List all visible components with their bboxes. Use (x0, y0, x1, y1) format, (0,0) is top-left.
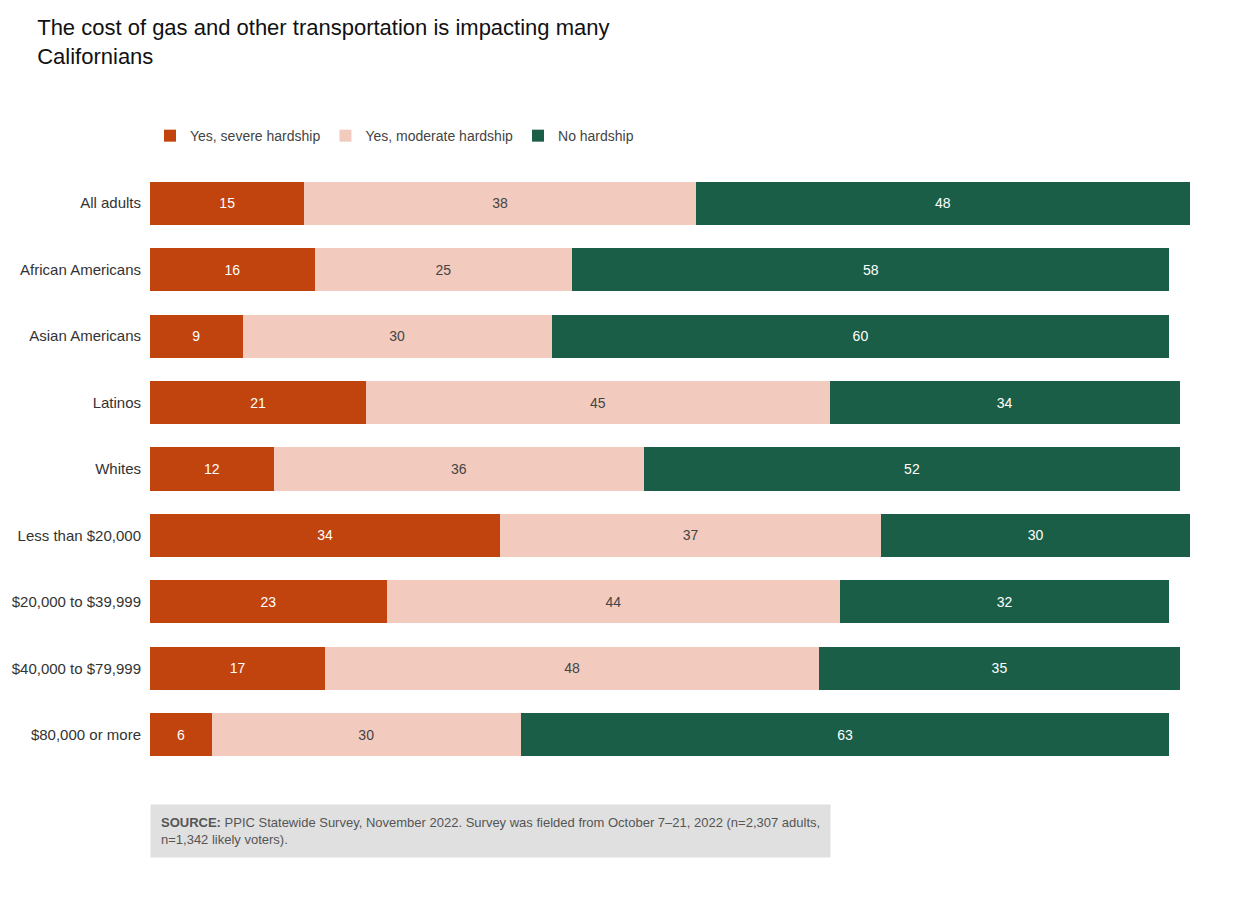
svg-text:38: 38 (492, 195, 508, 211)
svg-text:21: 21 (250, 395, 266, 411)
svg-text:All adults: All adults (80, 194, 141, 211)
svg-text:44: 44 (605, 594, 621, 610)
svg-text:36: 36 (451, 461, 467, 477)
svg-text:Less than $20,000: Less than $20,000 (18, 527, 141, 544)
svg-text:$80,000 or more: $80,000 or more (31, 726, 141, 743)
svg-text:16: 16 (224, 262, 240, 278)
svg-text:15: 15 (219, 195, 235, 211)
svg-text:52: 52 (904, 461, 920, 477)
svg-text:30: 30 (1028, 527, 1044, 543)
svg-text:Latinos: Latinos (93, 394, 141, 411)
svg-text:48: 48 (935, 195, 951, 211)
svg-text:23: 23 (261, 594, 277, 610)
svg-text:34: 34 (317, 527, 333, 543)
svg-text:63: 63 (837, 727, 853, 743)
svg-text:32: 32 (997, 594, 1013, 610)
svg-text:African Americans: African Americans (20, 261, 141, 278)
svg-text:Whites: Whites (95, 460, 141, 477)
svg-text:Yes, severe hardship: Yes, severe hardship (190, 128, 320, 144)
svg-text:37: 37 (683, 527, 699, 543)
svg-text:17: 17 (230, 660, 246, 676)
svg-text:60: 60 (853, 328, 869, 344)
svg-text:The cost of gas and other tran: The cost of gas and other transportation… (37, 15, 609, 69)
svg-text:$20,000 to $39,999: $20,000 to $39,999 (12, 593, 141, 610)
svg-text:Asian Americans: Asian Americans (29, 327, 141, 344)
svg-text:34: 34 (997, 395, 1013, 411)
svg-text:48: 48 (564, 660, 580, 676)
svg-text:25: 25 (436, 262, 452, 278)
svg-text:9: 9 (192, 328, 200, 344)
svg-text:No hardship: No hardship (558, 128, 634, 144)
svg-text:30: 30 (389, 328, 405, 344)
svg-text:6: 6 (177, 727, 185, 743)
svg-text:45: 45 (590, 395, 606, 411)
svg-text:$40,000 to $79,999: $40,000 to $79,999 (12, 660, 141, 677)
svg-text:35: 35 (992, 660, 1008, 676)
svg-text:58: 58 (863, 262, 879, 278)
svg-text:12: 12 (204, 461, 220, 477)
svg-text:Yes, moderate hardship: Yes, moderate hardship (365, 128, 513, 144)
svg-text:SOURCE: PPIC Statewide Survey,: SOURCE: PPIC Statewide Survey, November … (161, 815, 820, 847)
svg-text:30: 30 (358, 727, 374, 743)
